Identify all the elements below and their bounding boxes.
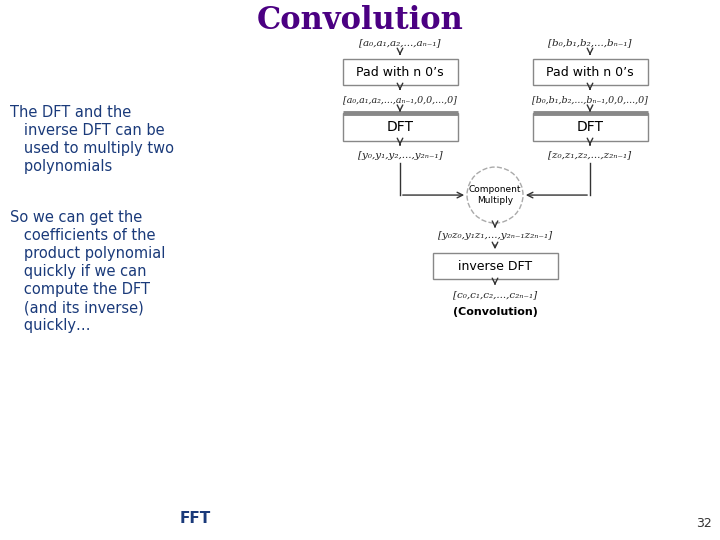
Text: compute the DFT: compute the DFT (10, 282, 150, 297)
Text: DFT: DFT (577, 120, 603, 134)
Text: The DFT and the: The DFT and the (10, 105, 131, 120)
Text: Pad with n 0’s: Pad with n 0’s (546, 65, 634, 79)
Text: [b₀,b₁,b₂,...,bₙ₋₁]: [b₀,b₁,b₂,...,bₙ₋₁] (548, 38, 631, 48)
Text: [y₀z₀,y₁z₁,...,y₂ₙ₋₁z₂ₙ₋₁]: [y₀z₀,y₁z₁,...,y₂ₙ₋₁z₂ₙ₋₁] (438, 231, 552, 240)
Text: [a₀,a₁,a₂,...,aₙ₋₁,0,0,...,0]: [a₀,a₁,a₂,...,aₙ₋₁,0,0,...,0] (343, 96, 457, 105)
Text: polynomials: polynomials (10, 159, 112, 174)
FancyBboxPatch shape (343, 59, 457, 85)
Text: [b₀,b₁,b₂,...,bₙ₋₁,0,0,...,0]: [b₀,b₁,b₂,...,bₙ₋₁,0,0,...,0] (532, 96, 648, 105)
Text: DFT: DFT (387, 120, 413, 134)
Text: FFT: FFT (179, 510, 211, 525)
Text: [y₀,y₁,y₂,...,y₂ₙ₋₁]: [y₀,y₁,y₂,...,y₂ₙ₋₁] (358, 151, 442, 160)
Text: quickly…: quickly… (10, 318, 91, 333)
Text: (Convolution): (Convolution) (453, 307, 537, 317)
Text: Convolution: Convolution (256, 5, 464, 36)
Text: quickly if we can: quickly if we can (10, 264, 146, 279)
Text: (and its inverse): (and its inverse) (10, 300, 144, 315)
Circle shape (467, 167, 523, 223)
Text: So we can get the: So we can get the (10, 210, 143, 225)
Text: [z₀,z₁,z₂,...,z₂ₙ₋₁]: [z₀,z₁,z₂,...,z₂ₙ₋₁] (549, 151, 631, 160)
Text: Pad with n 0’s: Pad with n 0’s (356, 65, 444, 79)
FancyBboxPatch shape (533, 59, 647, 85)
FancyBboxPatch shape (433, 253, 557, 279)
Text: product polynomial: product polynomial (10, 246, 166, 261)
Text: coefficients of the: coefficients of the (10, 228, 156, 243)
Text: [a₀,a₁,a₂,...,aₙ₋₁]: [a₀,a₁,a₂,...,aₙ₋₁] (359, 38, 441, 48)
Text: [c₀,c₁,c₂,...,c₂ₙ₋₁]: [c₀,c₁,c₂,...,c₂ₙ₋₁] (453, 291, 537, 300)
Text: 32: 32 (696, 517, 712, 530)
FancyBboxPatch shape (533, 113, 647, 141)
Text: inverse DFT: inverse DFT (458, 260, 532, 273)
Text: Component
Multiply: Component Multiply (469, 185, 521, 205)
FancyBboxPatch shape (343, 113, 457, 141)
Text: inverse DFT can be: inverse DFT can be (10, 123, 165, 138)
Text: used to multiply two: used to multiply two (10, 141, 174, 156)
